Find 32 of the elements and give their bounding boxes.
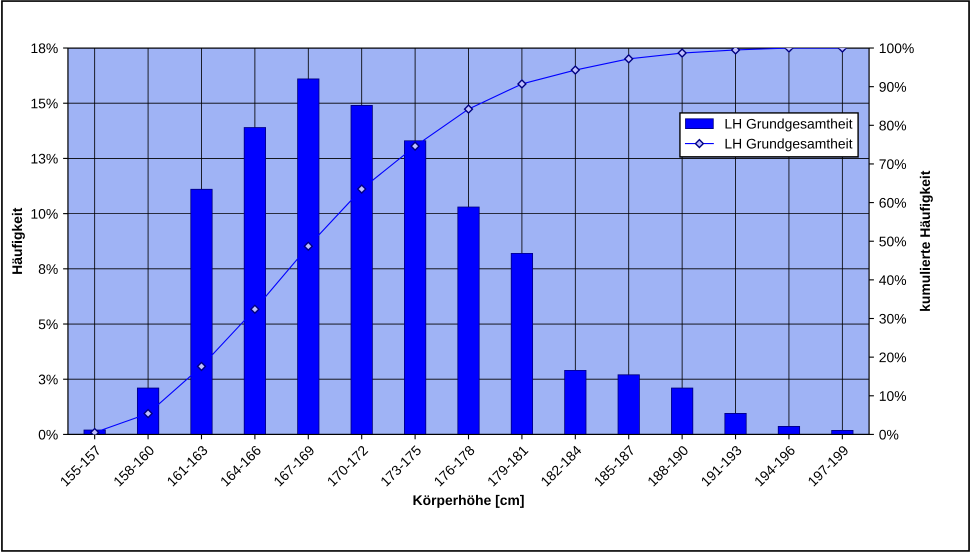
y2-tick-label: 100% xyxy=(880,43,914,54)
x-axis-title: Körperhöhe [cm] xyxy=(413,494,524,508)
y2-tick-label: 80% xyxy=(879,120,906,130)
bar xyxy=(831,430,854,434)
y2-tick-label: 70% xyxy=(879,159,906,170)
y-tick-label: 0% xyxy=(38,430,58,440)
y-axis-title: Häufigkeit xyxy=(12,208,25,274)
legend-label: LH Grundgesamtheit xyxy=(726,118,852,132)
y-tick-label: 5% xyxy=(38,319,58,330)
y2-tick-label: 90% xyxy=(879,82,906,92)
y-tick-label: 15% xyxy=(32,98,58,108)
bar xyxy=(671,388,694,434)
bar xyxy=(457,206,480,434)
bar xyxy=(564,370,586,434)
y-tick-label: 8% xyxy=(38,264,58,274)
y2-tick-label: 10% xyxy=(880,391,906,401)
y-tick-label: 18% xyxy=(32,43,58,54)
y2-tick-label: 20% xyxy=(879,352,906,362)
y2-tick-label: 50% xyxy=(879,236,906,246)
y-tick-label: 13% xyxy=(32,154,58,164)
y2-tick-label: 40% xyxy=(879,275,906,286)
legend-label: LH Grundgesamtheit xyxy=(726,138,852,152)
bar xyxy=(724,413,747,434)
bar xyxy=(618,374,640,434)
y2-tick-label: 0% xyxy=(879,430,898,440)
y-tick-label: 3% xyxy=(38,374,58,384)
y2-axis-title: kumulierte Häufigkeit xyxy=(920,170,933,311)
y2-tick-label: 30% xyxy=(879,314,906,324)
y-tick-label: 10% xyxy=(32,208,58,219)
bar xyxy=(510,252,534,434)
y2-tick-label: 60% xyxy=(879,198,906,208)
bar xyxy=(778,426,800,434)
